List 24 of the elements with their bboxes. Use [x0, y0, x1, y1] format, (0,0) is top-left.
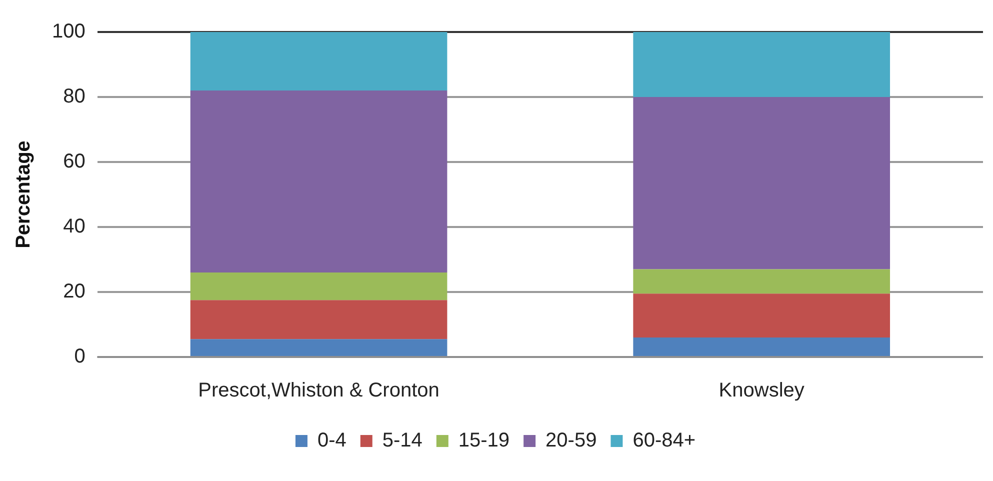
y-tick-label: 80 [63, 86, 86, 108]
bar [190, 272, 448, 300]
bar [190, 32, 448, 90]
y-tick-label: 100 [52, 20, 86, 43]
legend-label: 20-59 [546, 430, 597, 452]
bar [633, 338, 890, 356]
bar [190, 300, 448, 340]
y-tick-label: 20 [63, 280, 86, 303]
bar [633, 97, 890, 270]
y-axis-title: Percentage [12, 140, 35, 248]
legend-label: 5-14 [382, 430, 422, 452]
y-tick-label: 0 [74, 346, 86, 368]
legend-label: 15-19 [458, 430, 510, 452]
x-tick-label: Prescot,Whiston & Cronton [198, 380, 440, 402]
legend-label: 60-84+ [632, 430, 696, 452]
x-tick-label: Knowsley [718, 380, 804, 402]
y-tick-label: 40 [63, 216, 86, 238]
y-tick-label: 60 [63, 150, 86, 173]
bar [190, 90, 448, 272]
bar [633, 269, 890, 294]
bar [633, 32, 890, 97]
bar [190, 339, 448, 356]
bar [633, 294, 890, 338]
legend-label: 0-4 [317, 430, 346, 452]
